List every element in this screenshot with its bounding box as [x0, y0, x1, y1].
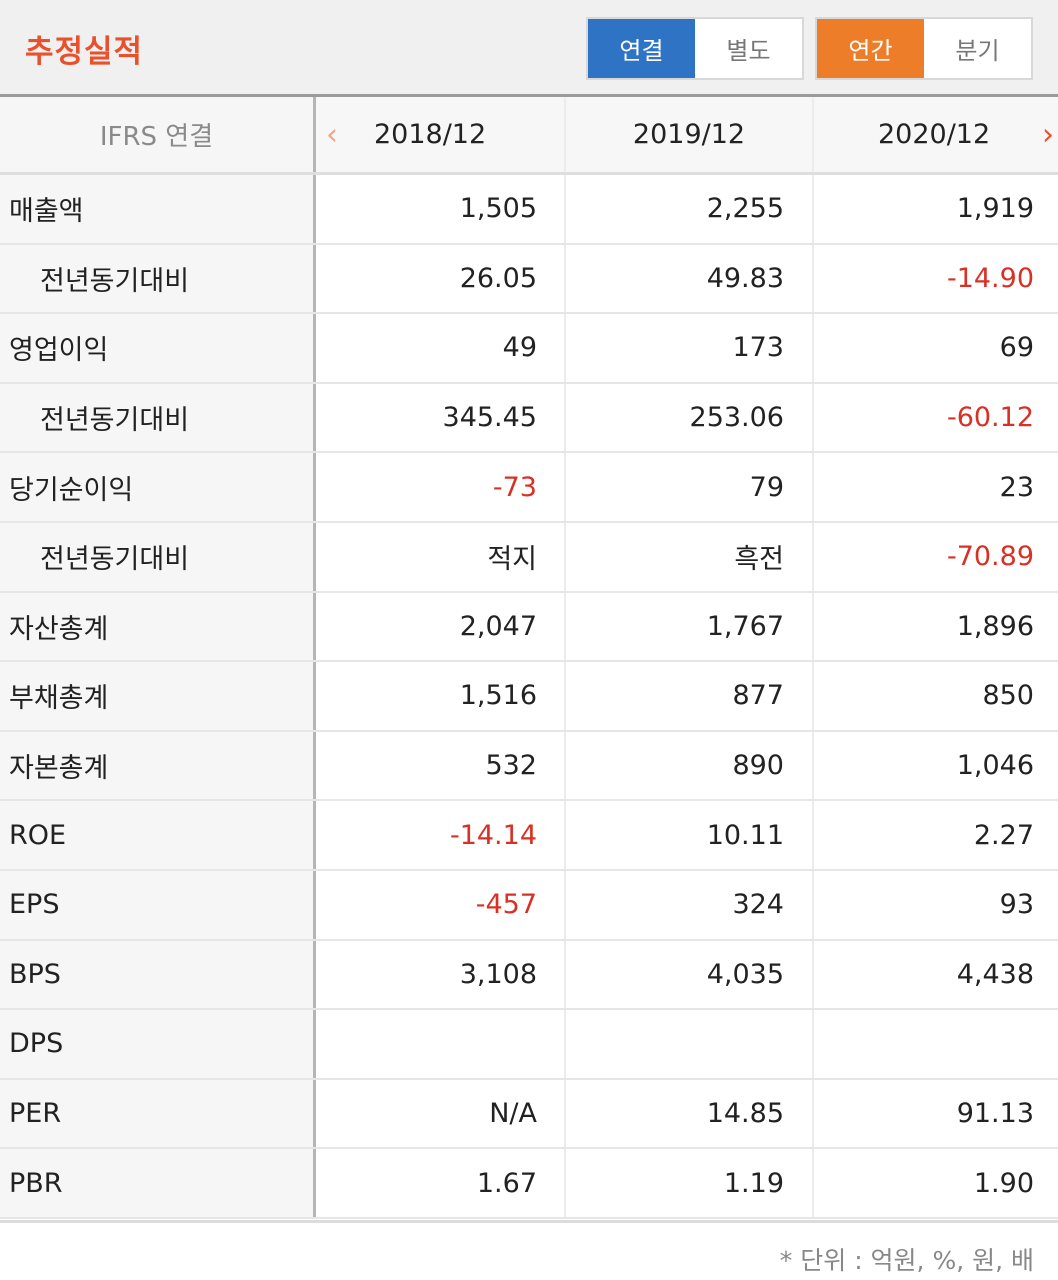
table-row: 자본총계 532 890 1,046 [0, 731, 1058, 802]
row-label: 자산총계 [0, 592, 316, 661]
table-cell [814, 1010, 1058, 1078]
table-row: BPS 3,108 4,035 4,438 [0, 940, 1058, 1011]
table-row: PER N/A 14.85 91.13 [0, 1079, 1058, 1150]
table-row: ROE -14.14 10.11 2.27 [0, 801, 1058, 871]
row-label: 당기순이익 [0, 453, 316, 521]
table-cell: 3,108 [316, 940, 566, 1009]
footer: * 단위 : 억원, %, 원, 배 [0, 1220, 1058, 1280]
row-label: ROE [0, 801, 316, 869]
table-cell: 26.05 [316, 244, 566, 313]
table-cell: 49 [316, 314, 566, 382]
table-cell: 적지 [316, 522, 566, 591]
row-label: BPS [0, 940, 316, 1009]
table-cell: 1.90 [973, 1167, 1034, 1199]
table-cell: 2.27 [973, 819, 1034, 851]
table-cell: 23 [999, 471, 1034, 503]
table-cell: -457 [316, 870, 566, 939]
table-cell: 1.67 [316, 1149, 566, 1217]
table-cell: 49.83 [566, 244, 814, 313]
table-cell: -73 [316, 453, 566, 521]
row-label: 자본총계 [0, 731, 316, 800]
table-row: DPS [0, 1010, 1058, 1080]
table-cell: 91.13 [956, 1098, 1034, 1130]
table-cell: 173 [566, 314, 814, 382]
row-label: 전년동기대비 [0, 244, 316, 313]
table-row: 전년동기대비 345.45 253.06 -60.12 [0, 383, 1058, 454]
table-cell: 890 [566, 731, 814, 800]
table-cell: 253.06 [566, 383, 814, 452]
consolidation-toggle: 연결 별도 [586, 17, 804, 80]
table-cell: 324 [566, 870, 814, 939]
table-cell: 2,255 [566, 175, 814, 243]
table-cell: 14.85 [566, 1079, 814, 1148]
row-label: PER [0, 1079, 316, 1148]
table-cell: 1,919 [956, 193, 1034, 225]
consolidated-button[interactable]: 연결 [588, 19, 695, 78]
table-cell: 1,516 [316, 662, 566, 730]
column-header: 2019/12 [566, 97, 814, 172]
table-cell: 93 [999, 889, 1034, 921]
quarterly-button[interactable]: 분기 [924, 19, 1031, 78]
table-cell: 4,035 [566, 940, 814, 1009]
table-cell: 2,047 [316, 592, 566, 661]
period-toggle: 연간 분기 [815, 17, 1033, 80]
table-row: 당기순이익 -73 79 23 [0, 453, 1058, 523]
table-row: EPS -457 324 93 [0, 870, 1058, 941]
table-cell: 1,767 [566, 592, 814, 661]
table-cell: -14.90 [946, 262, 1034, 294]
table-cell: 877 [566, 662, 814, 730]
table-cell: 1.19 [566, 1149, 814, 1217]
column-header-label: 2019/12 [632, 119, 746, 150]
section-title: 추정실적 [25, 34, 144, 70]
row-label: 전년동기대비 [0, 522, 316, 591]
row-label: 영업이익 [0, 314, 316, 382]
column-header-label: 2020/12 [878, 119, 991, 150]
top-bar: 추정실적 연결 별도 연간 분기 [0, 0, 1058, 97]
financial-table: IFRS 연결 ‹ 2018/12 2019/12 2020/12 › 매출액 1… [0, 97, 1058, 1219]
table-cell: 345.45 [316, 383, 566, 452]
column-header-label: 2018/12 [374, 119, 487, 150]
table-cell: 4,438 [956, 958, 1034, 990]
table-row: 전년동기대비 적지 흑전 -70.89 [0, 522, 1058, 593]
table-row: 전년동기대비 26.05 49.83 -14.90 [0, 244, 1058, 315]
row-label: 전년동기대비 [0, 383, 316, 452]
row-label: 부채총계 [0, 662, 316, 730]
table-cell: -14.14 [316, 801, 566, 869]
table-row: 자산총계 2,047 1,767 1,896 [0, 592, 1058, 663]
separate-button[interactable]: 별도 [695, 19, 802, 78]
column-header: 2020/12 › [814, 97, 1058, 172]
table-header-row: IFRS 연결 ‹ 2018/12 2019/12 2020/12 › [0, 97, 1058, 175]
table-cell: 1,505 [316, 175, 566, 243]
table-cell: -70.89 [946, 541, 1034, 573]
row-label: EPS [0, 870, 316, 939]
table-cell: 69 [999, 332, 1034, 364]
row-label: 매출액 [0, 175, 316, 243]
table-cell: 10.11 [566, 801, 814, 869]
corner-label: IFRS 연결 [0, 97, 316, 172]
table-row: 매출액 1,505 2,255 1,919 [0, 175, 1058, 245]
table-cell: 1,046 [956, 750, 1034, 782]
column-header: ‹ 2018/12 [316, 97, 566, 172]
row-label: PBR [0, 1149, 316, 1217]
table-cell: N/A [316, 1079, 566, 1148]
table-cell: 850 [982, 680, 1034, 712]
table-row: 부채총계 1,516 877 850 [0, 662, 1058, 732]
table-cell: 79 [566, 453, 814, 521]
annual-button[interactable]: 연간 [817, 19, 924, 78]
table-cell: 532 [316, 731, 566, 800]
chevron-right-icon[interactable]: › [1042, 117, 1054, 152]
unit-note: * 단위 : 억원, %, 원, 배 [779, 1246, 1034, 1275]
table-row: 영업이익 49 173 69 [0, 314, 1058, 384]
table-cell: 흑전 [566, 522, 814, 591]
table-cell [566, 1010, 814, 1078]
table-row: PBR 1.67 1.19 1.90 [0, 1149, 1058, 1219]
row-label: DPS [0, 1010, 316, 1078]
table-cell [316, 1010, 566, 1078]
table-cell: -60.12 [946, 402, 1034, 434]
table-cell: 1,896 [956, 610, 1034, 642]
chevron-left-icon[interactable]: ‹ [326, 117, 338, 152]
